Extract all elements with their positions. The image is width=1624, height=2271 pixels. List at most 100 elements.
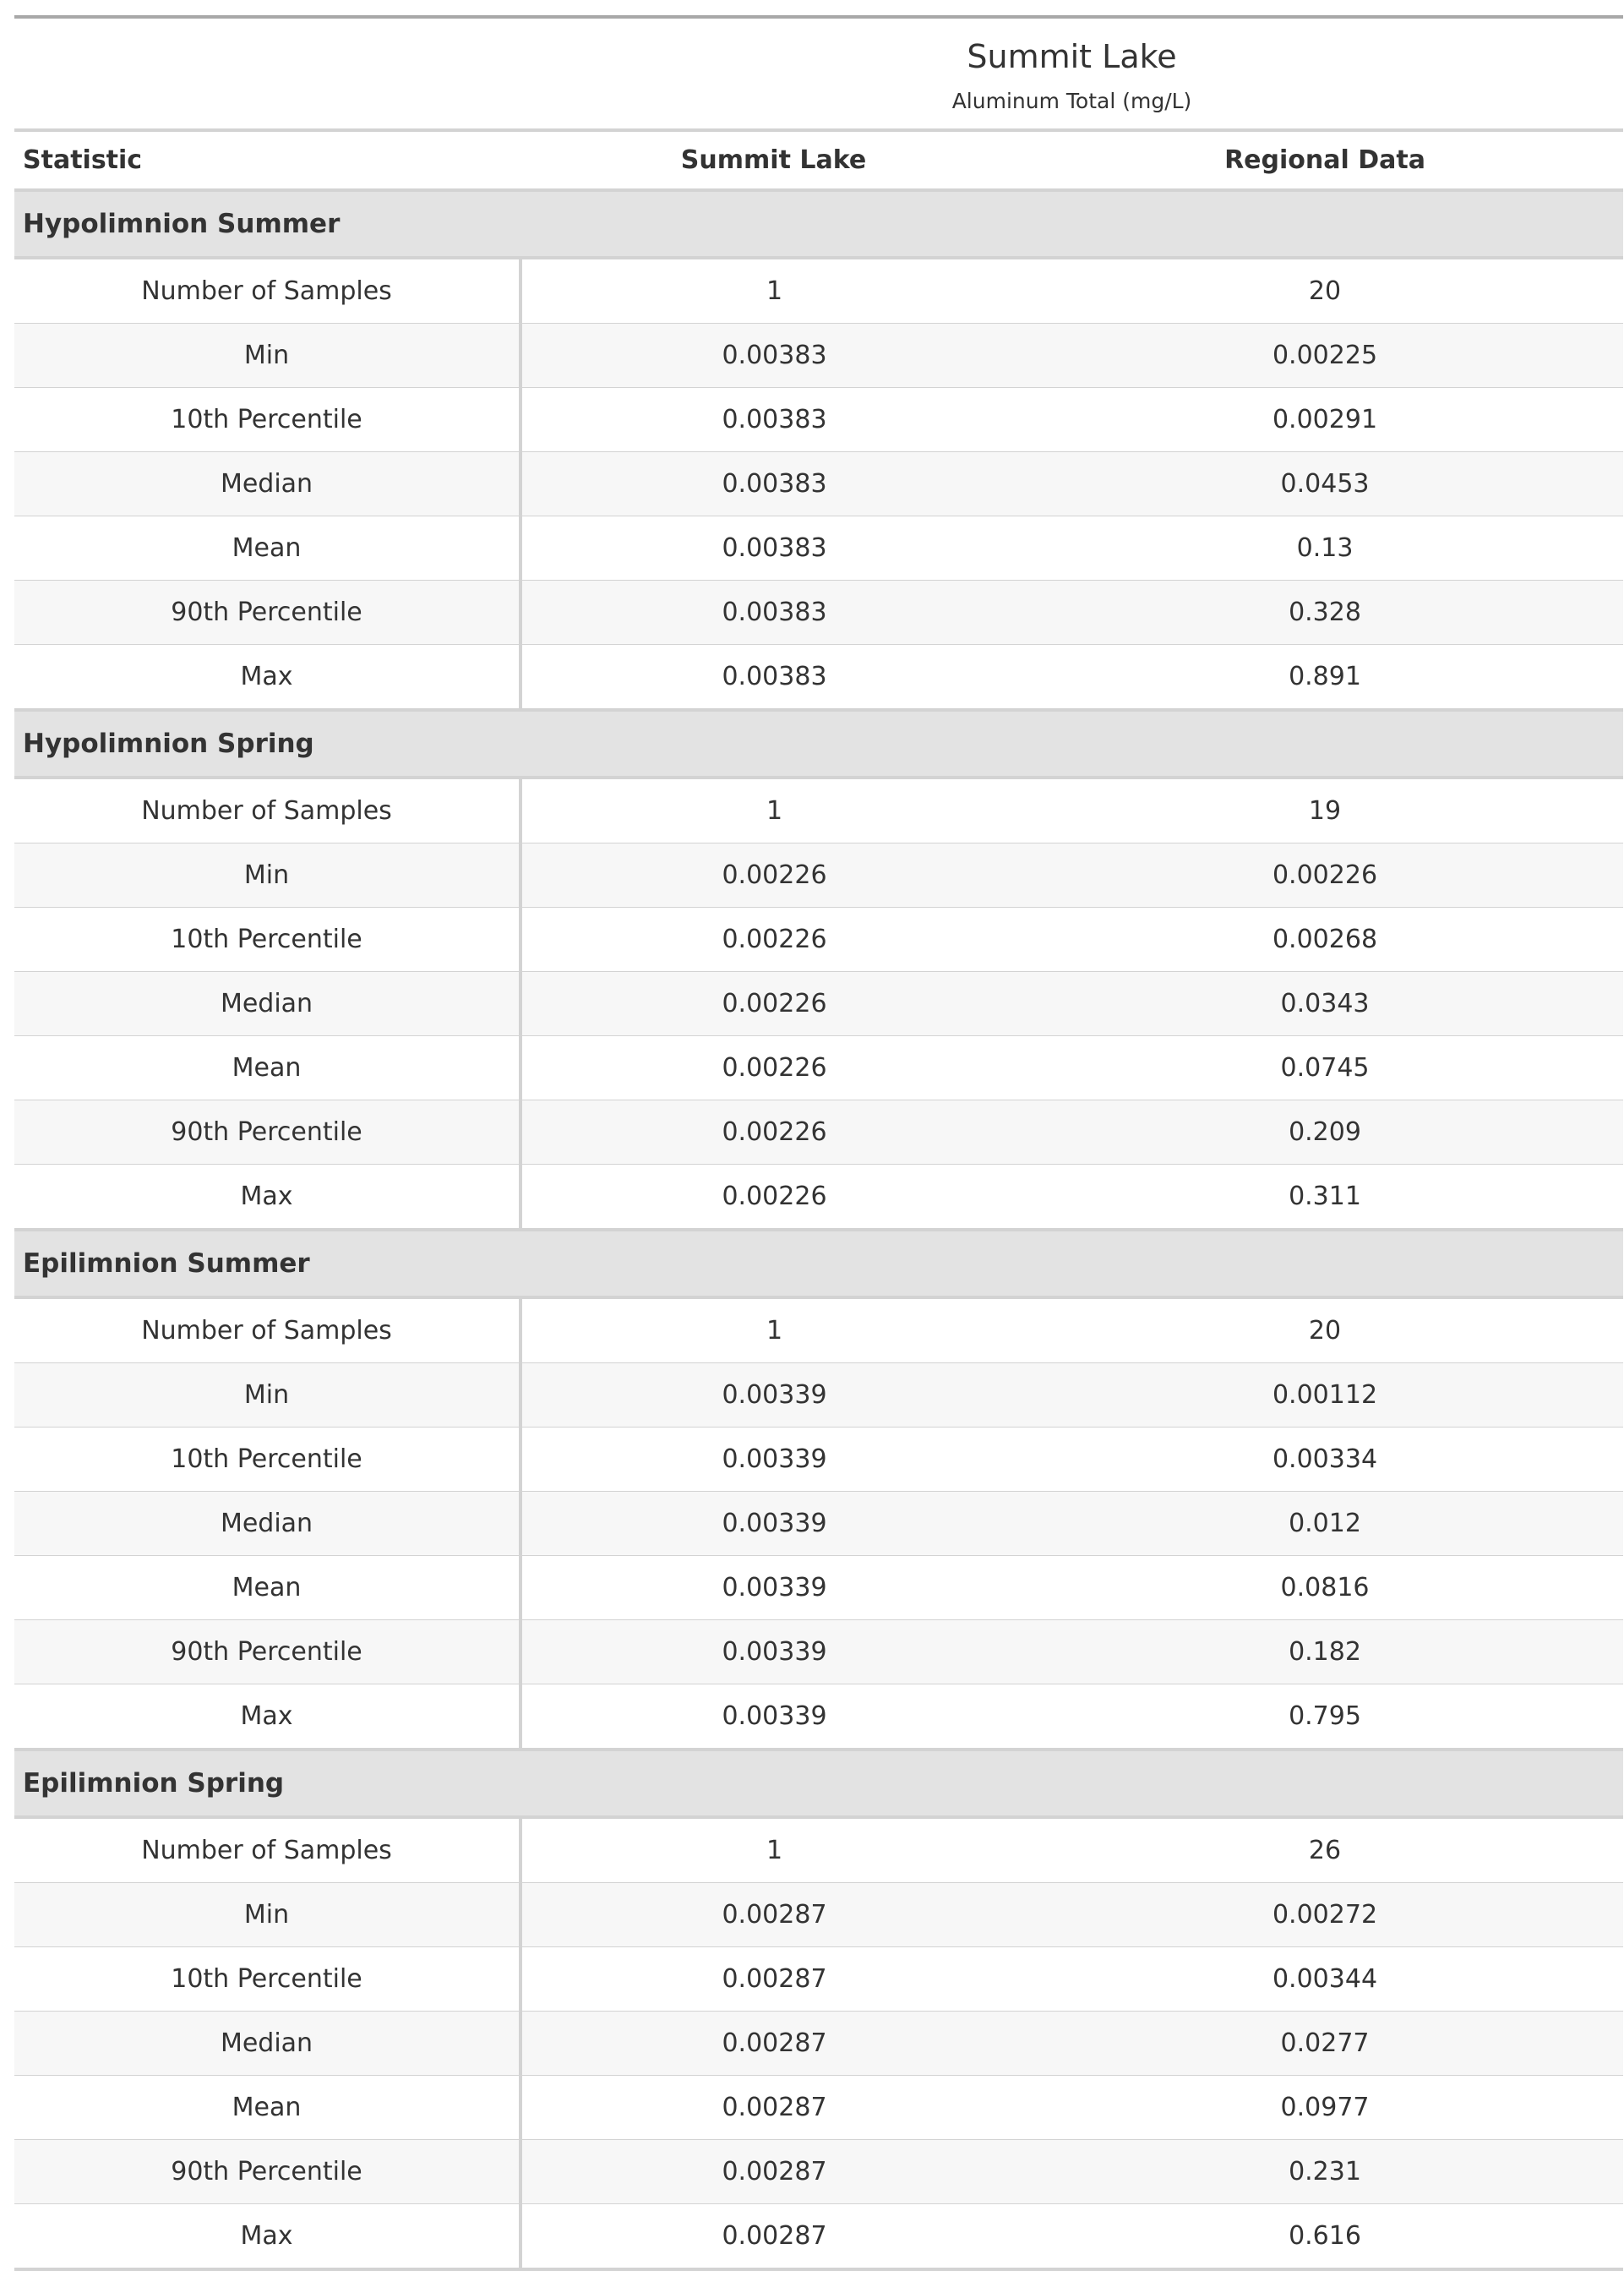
group-label: Epilimnion Summer [14,1230,1624,1299]
summit-lake-cell: 1 [520,777,1027,843]
statistic-cell: Min [14,1362,522,1428]
group-header-row: Epilimnion Summer [14,1230,1624,1299]
summit-lake-cell: 0.00287 [520,2011,1027,2076]
table-row: Min 0.00339 0.00112 [14,1362,1624,1428]
summit-lake-cell: 0.00339 [520,1491,1027,1556]
summary-statistics-table: Summit Lake Aluminum Total (mg/L) Statis… [14,15,1624,2271]
statistic-cell: Mean [14,516,522,581]
statistic-cell: Max [14,644,522,712]
statistic-cell: 90th Percentile [14,1100,522,1165]
group-label: Hypolimnion Summer [14,190,1624,259]
regional-data-cell: 0.13 [1027,516,1624,581]
summit-lake-cell: 0.00226 [520,907,1027,972]
statistic-cell: Mean [14,1555,522,1620]
table-title: Summit Lake [520,15,1624,73]
column-header-regional-data: Regional Data [1027,130,1624,192]
statistic-cell: Median [14,451,522,516]
statistic-cell: Max [14,2203,522,2271]
regional-data-cell: 0.209 [1027,1100,1624,1165]
table-row: Mean 0.00287 0.0977 [14,2075,1624,2140]
statistic-cell: Mean [14,2075,522,2140]
table-row: Max 0.00287 0.616 [14,2203,1624,2271]
summit-lake-cell: 0.00383 [520,387,1027,452]
statistic-cell: Min [14,1882,522,1947]
summit-lake-cell: 0.00287 [520,2139,1027,2204]
summit-lake-cell: 0.00383 [520,580,1027,645]
table-subtitle: Aluminum Total (mg/L) [520,73,1624,132]
table-row: 10th Percentile 0.00226 0.00268 [14,907,1624,972]
regional-data-cell: 0.0343 [1027,971,1624,1036]
table-row: Max 0.00339 0.795 [14,1684,1624,1751]
table-row: 10th Percentile 0.00287 0.00344 [14,1946,1624,2012]
statistic-cell: 90th Percentile [14,580,522,645]
statistic-cell: 10th Percentile [14,1946,522,2012]
regional-data-cell: 0.00291 [1027,387,1624,452]
table-row: 10th Percentile 0.00339 0.00334 [14,1427,1624,1492]
summit-lake-cell: 0.00226 [520,971,1027,1036]
regional-data-cell: 0.00272 [1027,1882,1624,1947]
statistic-cell: 90th Percentile [14,2139,522,2204]
summit-lake-cell: 0.00287 [520,1882,1027,1947]
column-header-summit-lake: Summit Lake [520,130,1027,192]
statistic-cell: Number of Samples [14,777,522,843]
table-body: Hypolimnion Summer Number of Samples 1 20 Mi… [14,190,1624,2271]
statistic-cell: Median [14,1491,522,1556]
table-row: Number of Samples 1 20 [14,257,1624,324]
regional-data-cell: 0.00112 [1027,1362,1624,1428]
table-row: Min 0.00287 0.00272 [14,1882,1624,1947]
regional-data-cell: 0.182 [1027,1619,1624,1684]
table-row: Max 0.00226 0.311 [14,1164,1624,1231]
table-row: 90th Percentile 0.00383 0.328 [14,580,1624,645]
group-header-row: Epilimnion Spring [14,1750,1624,1819]
summit-lake-cell: 0.00339 [520,1427,1027,1492]
summit-lake-cell: 0.00287 [520,2075,1027,2140]
table-row: Number of Samples 1 26 [14,1816,1624,1883]
summit-lake-cell: 0.00226 [520,843,1027,908]
summit-lake-cell: 0.00339 [520,1555,1027,1620]
statistic-cell: Min [14,323,522,388]
table-row: Median 0.00339 0.012 [14,1491,1624,1556]
table-row: Min 0.00226 0.00226 [14,843,1624,908]
statistic-cell: Mean [14,1035,522,1100]
regional-data-cell: 0.616 [1027,2203,1624,2271]
group-header-row: Hypolimnion Summer [14,190,1624,259]
statistic-cell: Max [14,1164,522,1231]
regional-data-cell: 0.891 [1027,644,1624,712]
column-header-statistic: Statistic [14,130,520,192]
summit-lake-cell: 0.00383 [520,644,1027,712]
regional-data-cell: 0.00268 [1027,907,1624,972]
table-row: Median 0.00287 0.0277 [14,2011,1624,2076]
summit-lake-cell: 0.00383 [520,516,1027,581]
statistic-cell: 90th Percentile [14,1619,522,1684]
regional-data-cell: 0.00344 [1027,1946,1624,2012]
summit-lake-cell: 1 [520,257,1027,324]
statistic-cell: 10th Percentile [14,907,522,972]
group-label: Epilimnion Spring [14,1750,1624,1819]
table-row: 90th Percentile 0.00226 0.209 [14,1100,1624,1165]
table-header: Summit Lake Aluminum Total (mg/L) Statis… [14,15,1624,192]
statistic-cell: 10th Percentile [14,387,522,452]
statistic-cell: Number of Samples [14,1297,522,1363]
table-row: Number of Samples 1 19 [14,777,1624,843]
regional-data-cell: 0.00334 [1027,1427,1624,1492]
regional-data-cell: 20 [1027,1297,1624,1363]
statistic-cell: Min [14,843,522,908]
table-row: Number of Samples 1 20 [14,1297,1624,1363]
summit-lake-cell: 0.00226 [520,1164,1027,1231]
summit-lake-cell: 0.00339 [520,1619,1027,1684]
group-header-row: Hypolimnion Spring [14,710,1624,779]
regional-data-cell: 19 [1027,777,1624,843]
statistic-cell: Median [14,2011,522,2076]
table-row: 90th Percentile 0.00287 0.231 [14,2139,1624,2204]
table-row: 90th Percentile 0.00339 0.182 [14,1619,1624,1684]
regional-data-cell: 0.795 [1027,1684,1624,1751]
statistic-cell: Number of Samples [14,1816,522,1883]
regional-data-cell: 20 [1027,257,1624,324]
regional-data-cell: 0.0277 [1027,2011,1624,2076]
table-row: Mean 0.00226 0.0745 [14,1035,1624,1100]
summit-lake-cell: 1 [520,1297,1027,1363]
summit-lake-cell: 0.00287 [520,2203,1027,2271]
table-row: Median 0.00226 0.0343 [14,971,1624,1036]
table-row: Median 0.00383 0.0453 [14,451,1624,516]
summit-lake-cell: 0.00383 [520,451,1027,516]
